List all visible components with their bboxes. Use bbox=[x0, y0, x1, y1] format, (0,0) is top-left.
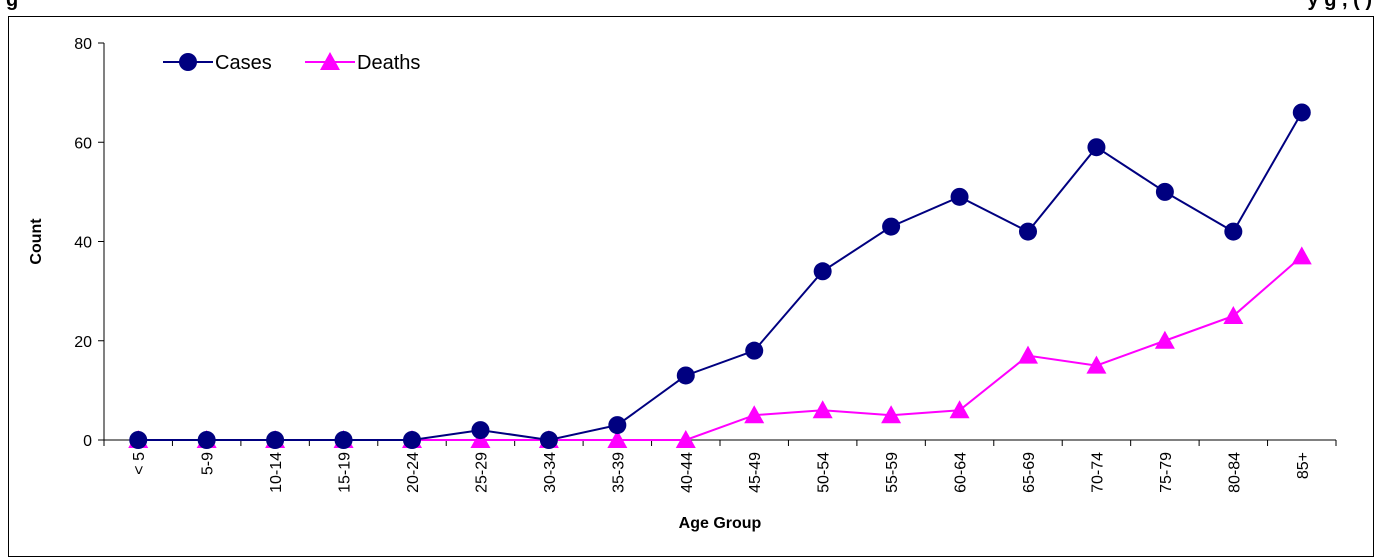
deaths-point bbox=[744, 405, 765, 424]
x-tick-label: 65-69 bbox=[1021, 452, 1038, 493]
legend: Cases Deaths bbox=[163, 52, 420, 74]
chart-border bbox=[8, 16, 1374, 557]
cases-point bbox=[676, 366, 695, 385]
cases-point bbox=[813, 262, 832, 281]
chart-header-right-fragment: y g , ( ) bbox=[1308, 0, 1372, 11]
deaths-point bbox=[1018, 345, 1038, 364]
x-tick-label: < 5 bbox=[131, 452, 148, 475]
cases-point bbox=[1087, 138, 1106, 157]
x-tick-label: 40-44 bbox=[679, 452, 696, 493]
legend-cases-marker bbox=[179, 53, 197, 71]
deaths-point bbox=[1086, 355, 1107, 374]
cases-point bbox=[129, 431, 148, 449]
y-tick-label: 60 bbox=[74, 135, 92, 152]
x-tick-label: 25-29 bbox=[473, 452, 490, 493]
x-tick-label: 70-74 bbox=[1089, 452, 1106, 493]
deaths-point bbox=[949, 400, 970, 419]
x-tick-label: 20-24 bbox=[405, 452, 422, 493]
x-tick-label: 85+ bbox=[1295, 452, 1312, 479]
legend-deaths-marker bbox=[320, 52, 340, 70]
cases-point bbox=[745, 341, 764, 360]
cases-point bbox=[1292, 103, 1311, 122]
cases-point bbox=[539, 431, 558, 449]
deaths-point bbox=[812, 400, 833, 419]
cases-point bbox=[197, 431, 216, 449]
x-tick-label: 80-84 bbox=[1226, 452, 1243, 493]
deaths-point bbox=[1291, 246, 1312, 265]
deaths-series-line bbox=[138, 255, 1303, 441]
deaths-point bbox=[1223, 305, 1244, 324]
cases-point bbox=[608, 416, 627, 435]
y-axis-title: Count bbox=[28, 218, 45, 265]
cases-point bbox=[403, 431, 421, 449]
y-tick-label: 80 bbox=[74, 36, 92, 53]
x-tick-label: 30-34 bbox=[542, 452, 559, 493]
x-tick-label: 35-39 bbox=[610, 452, 627, 493]
plot-area: 0 20 40 60 80 < 5 5-9 10-14 15-19 20-24 25-29 30-34… bbox=[74, 36, 1337, 493]
x-tick-label: 10-14 bbox=[268, 452, 285, 493]
legend-cases-label: Cases bbox=[215, 52, 272, 74]
x-tick-label: 75-79 bbox=[1158, 452, 1175, 493]
deaths-point bbox=[607, 430, 628, 448]
chart-header-left-fragment: g bbox=[6, 0, 18, 11]
y-tick-label: 40 bbox=[74, 235, 92, 252]
cases-point bbox=[1155, 182, 1174, 201]
x-tick-label: 5-9 bbox=[200, 452, 217, 475]
y-tick-label: 0 bbox=[83, 433, 92, 450]
x-tick-label: 45-49 bbox=[747, 452, 764, 493]
deaths-point bbox=[675, 430, 696, 448]
cases-point bbox=[882, 217, 901, 236]
deaths-point bbox=[1154, 330, 1175, 349]
cases-point bbox=[950, 187, 969, 206]
cases-point bbox=[1019, 222, 1037, 241]
cases-point bbox=[266, 431, 285, 449]
cases-series-line bbox=[138, 111, 1303, 442]
cases-point bbox=[334, 431, 353, 449]
deaths-point bbox=[881, 405, 902, 424]
x-tick-label: 55-59 bbox=[884, 452, 901, 493]
cases-point bbox=[471, 421, 490, 440]
cases-point bbox=[1224, 222, 1243, 241]
x-tick-label: 15-19 bbox=[337, 452, 354, 493]
y-tick-label: 20 bbox=[74, 334, 92, 351]
legend-deaths-label: Deaths bbox=[357, 52, 420, 74]
x-tick-label: 60-64 bbox=[953, 452, 970, 493]
x-tick-label: 50-54 bbox=[816, 452, 833, 493]
x-axis-title: Age Group bbox=[679, 515, 762, 532]
